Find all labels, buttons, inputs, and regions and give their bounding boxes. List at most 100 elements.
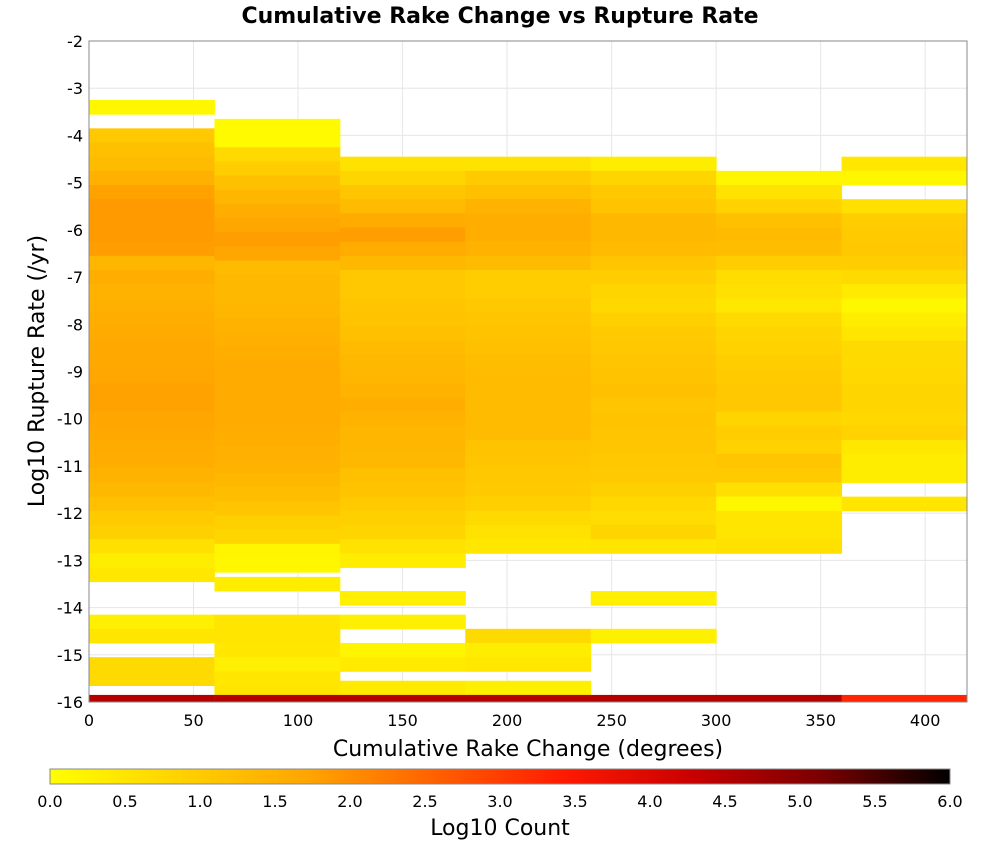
heatmap-cell	[841, 468, 968, 483]
heatmap-cell	[465, 156, 592, 172]
heatmap-cell	[465, 454, 592, 469]
heatmap-cell	[339, 591, 466, 606]
heatmap-cell	[590, 298, 717, 313]
heatmap-cell	[89, 241, 215, 257]
heatmap-cell	[716, 369, 843, 384]
heatmap-cell	[716, 454, 843, 469]
heatmap-cell	[89, 199, 215, 214]
heatmap-cell	[465, 496, 592, 512]
heatmap-cell	[214, 416, 341, 432]
heatmap-cell	[716, 284, 843, 299]
heatmap-cell	[590, 185, 717, 200]
x-tick-label: 100	[283, 711, 314, 730]
heatmap-cell	[716, 425, 843, 441]
heatmap-cell	[339, 241, 466, 257]
heatmap-cell	[339, 199, 466, 214]
heatmap-cell	[89, 298, 215, 313]
heatmap-cell	[590, 241, 717, 257]
heatmap-cell	[214, 345, 341, 361]
heatmap-cell	[89, 454, 215, 469]
heatmap-cell	[89, 142, 215, 158]
heatmap-cell	[214, 487, 341, 502]
y-axis-label: Log10 Rupture Rate (/yr)	[25, 235, 50, 507]
heatmap-cell	[590, 411, 717, 427]
heatmap-cell	[716, 185, 843, 200]
heatmap-cell	[214, 430, 341, 446]
heatmap-cell	[214, 642, 341, 658]
heatmap-cell	[89, 524, 215, 540]
heatmap-cell	[590, 354, 717, 370]
heatmap-cell	[465, 397, 592, 413]
heatmap-cell	[716, 397, 843, 413]
heatmap-cell	[89, 694, 215, 703]
heatmap-cell	[339, 454, 466, 469]
heatmap-cell	[214, 147, 341, 162]
heatmap-cell	[716, 312, 843, 328]
x-tick-label: 50	[183, 711, 203, 730]
heatmap-cell	[339, 425, 466, 441]
heatmap-cell	[339, 312, 466, 328]
heatmap-cell	[841, 425, 968, 441]
heatmap-cell	[339, 369, 466, 384]
heatmap-cell	[339, 510, 466, 526]
heatmap-cell	[89, 227, 215, 243]
heatmap-cell	[214, 543, 341, 559]
x-axis-label: Cumulative Rake Change (degrees)	[333, 737, 723, 762]
heatmap-cell	[214, 133, 341, 148]
heatmap-cell	[214, 260, 341, 276]
heatmap-cell	[339, 255, 466, 271]
y-tick-label: -14	[57, 599, 83, 618]
x-tick-label: 400	[910, 711, 941, 730]
heatmap-cell	[339, 680, 466, 696]
heatmap-cell	[89, 213, 215, 228]
heatmap-cell	[590, 255, 717, 271]
heatmap-cell	[841, 227, 968, 243]
heatmap-cell	[465, 241, 592, 257]
heatmap-cell	[214, 501, 341, 517]
heatmap-cell	[841, 170, 968, 186]
chart-title: Cumulative Rake Change vs Rupture Rate	[241, 4, 758, 29]
y-tick-label: -2	[67, 32, 83, 51]
heatmap-cell	[841, 269, 968, 285]
heatmap-cell	[716, 496, 843, 512]
heatmap-cell	[590, 312, 717, 328]
colorbar-ticks: 0.0 0.5 1.0 1.5 2.0 2.5 3.0 3.5 4.0 4.5 5.0 5.5 6.0	[37, 792, 962, 811]
heatmap-cell	[590, 199, 717, 214]
heatmap-cell	[89, 369, 215, 384]
heatmap-cell	[89, 156, 215, 172]
heatmap-cell	[465, 255, 592, 271]
heatmap-cell	[716, 241, 843, 257]
y-tick-label: -16	[57, 693, 83, 712]
heatmap-cell	[89, 397, 215, 413]
heatmap-cell	[590, 591, 717, 606]
heatmap-cell	[841, 411, 968, 427]
heatmap-cell	[465, 694, 592, 703]
heatmap-cell	[214, 444, 341, 460]
heatmap-cell	[214, 473, 341, 488]
heatmap-cell	[716, 383, 843, 398]
heatmap-cell	[590, 340, 717, 356]
heatmap-cell	[716, 170, 843, 186]
heatmap-cell	[339, 185, 466, 200]
heatmap-cell	[339, 468, 466, 483]
x-tick-label: 150	[387, 711, 418, 730]
heatmap-cell	[716, 468, 843, 483]
heatmap-cell	[89, 312, 215, 328]
heatmap-cell	[89, 269, 215, 285]
heatmap-cell	[716, 510, 843, 526]
heatmap-cell	[465, 425, 592, 441]
heatmap-cell	[89, 482, 215, 498]
heatmap-cell	[590, 213, 717, 228]
heatmap-cell	[214, 189, 341, 205]
heatmap-cell	[339, 227, 466, 243]
heatmap-cell	[465, 468, 592, 483]
heatmap-cell	[590, 170, 717, 186]
heatmap-cell	[214, 373, 341, 389]
heatmap-cell	[339, 156, 466, 172]
heatmap-cell	[841, 694, 968, 703]
heatmap-cell	[716, 524, 843, 540]
heatmap-cell	[214, 671, 341, 686]
heatmap-cell	[716, 411, 843, 427]
y-tick-label: -13	[57, 551, 83, 570]
heatmap-cell	[214, 657, 341, 672]
